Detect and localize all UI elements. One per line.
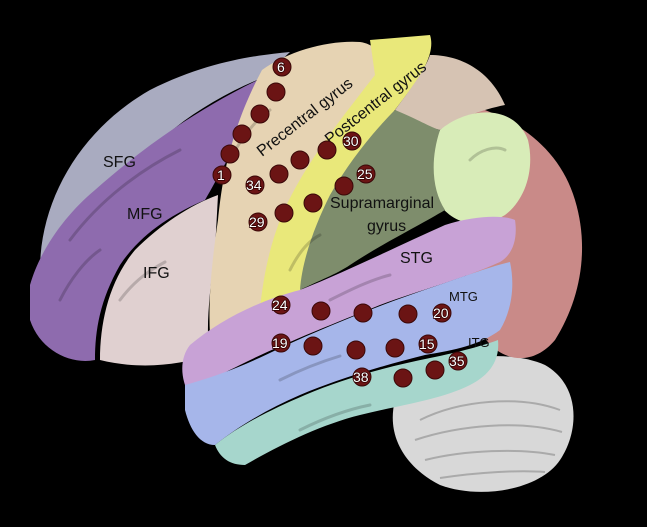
cerebellum-folds xyxy=(414,400,563,479)
electrode xyxy=(269,164,289,184)
electrode xyxy=(398,304,418,324)
electrode xyxy=(212,165,232,185)
electrode-label-34: 34 xyxy=(246,177,262,193)
electrode xyxy=(334,176,354,196)
electrode-label-24: 24 xyxy=(272,297,288,313)
electrode xyxy=(317,140,337,160)
electrode xyxy=(272,57,292,77)
electrode xyxy=(303,336,323,356)
electrode xyxy=(271,295,291,315)
electrode-label-1: 1 xyxy=(217,167,225,183)
supramarginal-label-line2: gyrus xyxy=(367,218,406,235)
stg-region xyxy=(182,216,516,385)
supramarginal-region xyxy=(300,110,445,290)
mtg-label: MTG xyxy=(449,289,478,304)
sfg-label: SFG xyxy=(103,154,136,171)
electrode xyxy=(432,303,452,323)
itg-label: ITG xyxy=(468,335,490,350)
angular-region xyxy=(431,112,531,224)
electrode xyxy=(418,334,438,354)
mfg-label: MFG xyxy=(127,206,163,223)
electrode xyxy=(266,82,286,102)
electrode xyxy=(248,212,268,232)
ifg-region xyxy=(100,195,218,366)
electrode xyxy=(448,351,468,371)
electrode xyxy=(232,124,252,144)
electrode-label-25: 25 xyxy=(357,166,373,182)
electrode-label-20: 20 xyxy=(433,305,449,321)
electrode xyxy=(346,340,366,360)
electrode xyxy=(245,175,265,195)
electrode-label-29: 29 xyxy=(249,214,265,230)
electrode xyxy=(290,150,310,170)
electrode xyxy=(303,193,323,213)
ifg-label: IFG xyxy=(143,265,170,282)
electrode xyxy=(274,203,294,223)
mfg-region xyxy=(30,78,262,361)
electrode-label-38: 38 xyxy=(353,369,369,385)
stg-label: STG xyxy=(400,250,433,267)
upper-parietal-region xyxy=(395,55,505,130)
electrode xyxy=(385,338,405,358)
electrode xyxy=(353,303,373,323)
electrode-label-35: 35 xyxy=(449,353,465,369)
electrode xyxy=(220,144,240,164)
electrode-label-30: 30 xyxy=(343,133,359,149)
electrode xyxy=(250,104,270,124)
supramarginal-label-line1: Supramarginal xyxy=(330,195,434,212)
electrode-label-6: 6 xyxy=(277,59,285,75)
electrode xyxy=(425,360,445,380)
electrode xyxy=(356,164,376,184)
electrode xyxy=(352,367,372,387)
electrode xyxy=(342,131,362,151)
electrode-label-15: 15 xyxy=(419,336,435,352)
electrode xyxy=(393,368,413,388)
electrode-label-19: 19 xyxy=(272,335,288,351)
electrode xyxy=(311,301,331,321)
electrode xyxy=(271,333,291,353)
electrode-group xyxy=(212,57,468,388)
